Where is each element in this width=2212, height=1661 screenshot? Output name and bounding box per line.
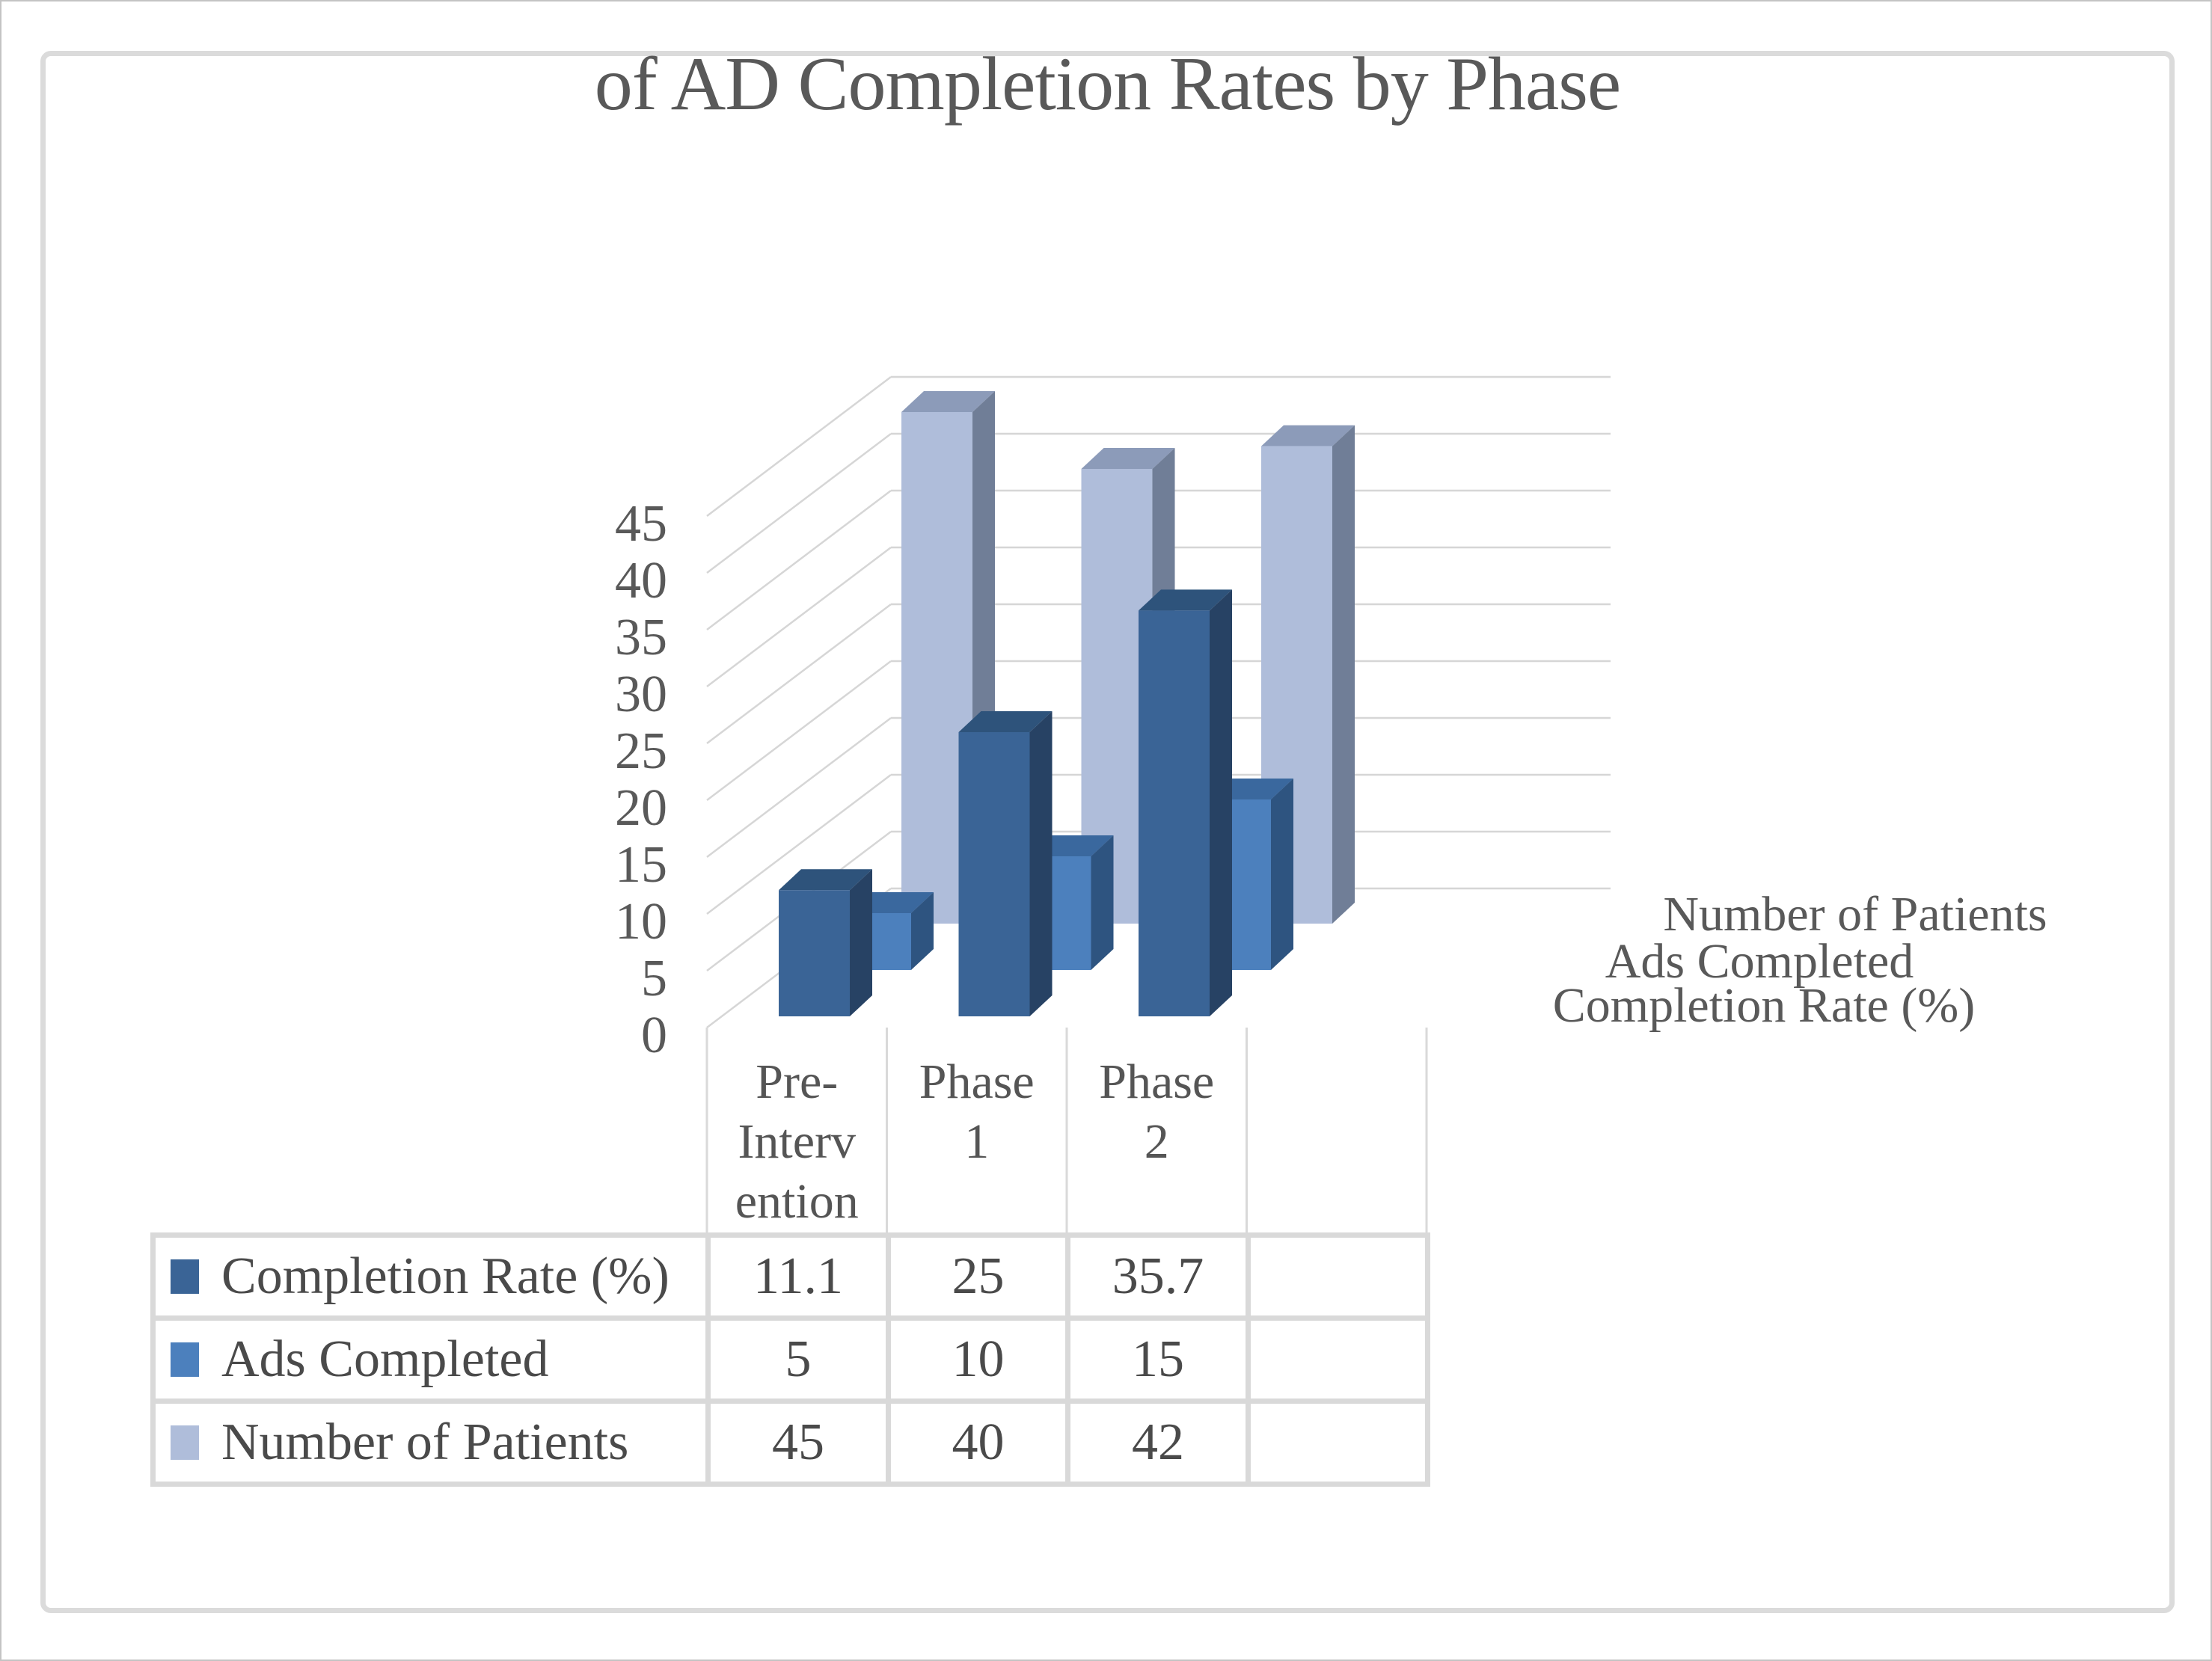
table-cell-patients-empty	[1251, 1404, 1425, 1482]
bars	[779, 391, 1355, 1016]
value-axis-tick-label: 20	[615, 779, 667, 837]
depth-axis-label: Number of Patients	[1663, 887, 2047, 942]
legend-row-completion-rate: Completion Rate (%)	[156, 1238, 705, 1315]
value-axis-tick-label: 40	[615, 552, 667, 610]
category-label-line: ention	[735, 1174, 859, 1229]
bar-completion-rate--1	[958, 711, 1053, 1016]
depth-axis-label: Completion Rate (%)	[1553, 978, 1976, 1033]
table-cell-patients-phase1: 40	[891, 1404, 1065, 1482]
category-label-line: Phase	[919, 1054, 1035, 1109]
legend-label-ads-completed: Ads Completed	[221, 1330, 549, 1388]
table-cell-completion-pre: 11.1	[711, 1238, 886, 1315]
table-cell-ads-empty	[1251, 1321, 1425, 1399]
category-label-line: 1	[964, 1114, 989, 1169]
category-label-line: Interv	[738, 1114, 856, 1169]
table-cell-completion-phase2: 35.7	[1070, 1238, 1246, 1315]
legend-key-number-of-patients-icon	[171, 1425, 199, 1460]
table-cell-ads-pre: 5	[711, 1321, 886, 1399]
category-label-line: Pre-	[756, 1054, 838, 1109]
table-cell-completion-empty	[1251, 1238, 1425, 1315]
bar-completion-rate--0	[779, 869, 872, 1016]
data-table: Completion Rate (%) 11.1 25 35.7 Ads Com…	[150, 1232, 1430, 1487]
value-axis-tick-label: 15	[615, 836, 667, 894]
table-cell-ads-phase1: 10	[891, 1321, 1065, 1399]
value-axis-tick-label: 10	[615, 893, 667, 951]
category-label-line: Phase	[1099, 1054, 1214, 1109]
legend-label-number-of-patients: Number of Patients	[221, 1413, 629, 1471]
table-cell-completion-phase1: 25	[891, 1238, 1065, 1315]
value-axis-tick-label: 35	[615, 609, 667, 666]
bar-completion-rate--2	[1139, 589, 1232, 1016]
category-label-line: 2	[1145, 1114, 1169, 1169]
table-cell-patients-phase2: 42	[1070, 1404, 1246, 1482]
legend-key-ads-completed-icon	[171, 1342, 199, 1377]
legend-row-ads-completed: Ads Completed	[156, 1321, 705, 1399]
table-cell-patients-pre: 45	[711, 1404, 886, 1482]
depth-axis-label: Ads Completed	[1605, 934, 1914, 989]
value-axis-tick-label: 25	[615, 722, 667, 780]
value-axis-tick-label: 30	[615, 666, 667, 723]
legend-label-completion-rate: Completion Rate (%)	[221, 1247, 670, 1305]
chart-title: of AD Completion Rates by Phase	[594, 42, 1621, 126]
table-cell-ads-phase2: 15	[1070, 1321, 1246, 1399]
value-axis-tick-label: 45	[615, 495, 667, 553]
legend-key-completion-rate-icon	[171, 1259, 199, 1294]
legend-row-number-of-patients: Number of Patients	[156, 1404, 705, 1482]
value-axis-tick-label: 5	[641, 950, 667, 1007]
category-separators	[705, 1028, 1428, 1232]
value-axis-tick-label: 0	[641, 1007, 667, 1064]
